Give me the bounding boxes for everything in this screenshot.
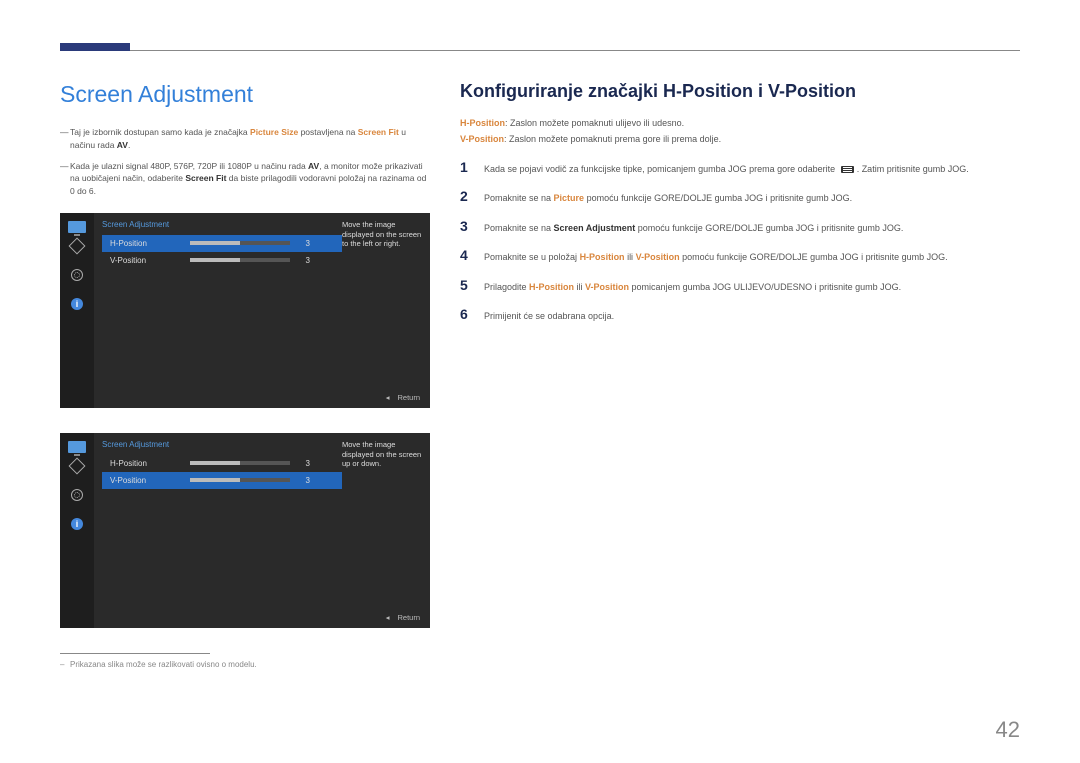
section-title: Screen Adjustment: [60, 81, 430, 108]
step-1: 1 Kada se pojavi vodič za funkcijske tip…: [460, 159, 1020, 177]
step-6: 6 Primijenit će se odabrana opcija.: [460, 306, 1020, 324]
note-2: Kada je ulazni signal 480P, 576P, 720P i…: [60, 160, 430, 198]
right-column: Konfiguriranje značajki H-Position i V-P…: [460, 81, 1020, 669]
gear-icon: [66, 267, 88, 283]
slider-bar: [190, 461, 290, 465]
osd-tooltip: Move the image displayed on the screen t…: [342, 220, 422, 249]
definition-v-position: V-Position: Zaslon možete pomaknuti prem…: [460, 132, 1020, 146]
footnote: Prikazana slika može se razlikovati ovis…: [60, 660, 430, 669]
osd-sidebar: i: [60, 433, 94, 628]
note-1: Taj je izbornik dostupan samo kada je zn…: [60, 126, 430, 152]
definition-h-position: H-Position: Zaslon možete pomaknuti ulij…: [460, 116, 1020, 130]
menu-icon: [841, 166, 854, 173]
slider-bar: [190, 258, 290, 262]
osd-return[interactable]: Return: [386, 393, 420, 402]
info-icon: i: [66, 516, 88, 532]
osd-panel-v-position: i Screen Adjustment H-Position 3 V-Posit…: [60, 433, 430, 628]
subsection-title: Konfiguriranje značajki H-Position i V-P…: [460, 81, 1020, 102]
monitor-icon: [66, 439, 88, 455]
osd-panel-h-position: i Screen Adjustment H-Position 3 V-Posit…: [60, 213, 430, 408]
slider-bar: [190, 478, 290, 482]
info-icon: i: [66, 296, 88, 312]
osd-tooltip: Move the image displayed on the screen u…: [342, 440, 422, 469]
gear-icon: [66, 487, 88, 503]
ring-icon: [66, 238, 88, 254]
left-column: Screen Adjustment Taj je izbornik dostup…: [60, 81, 430, 669]
footnote-divider: [60, 653, 210, 654]
step-5: 5 Prilagodite H-Position ili V-Position …: [460, 277, 1020, 295]
osd-return[interactable]: Return: [386, 613, 420, 622]
steps-list: 1 Kada se pojavi vodič za funkcijske tip…: [460, 159, 1020, 324]
page-header: [60, 50, 1020, 51]
slider-bar: [190, 241, 290, 245]
osd-row-v-position[interactable]: V-Position 3: [102, 252, 342, 269]
osd-row-v-position[interactable]: V-Position 3: [102, 472, 342, 489]
osd-row-h-position[interactable]: H-Position 3: [102, 455, 342, 472]
step-3: 3 Pomaknite se na Screen Adjustment pomo…: [460, 218, 1020, 236]
osd-row-h-position[interactable]: H-Position 3: [102, 235, 342, 252]
monitor-icon: [66, 219, 88, 235]
page-number: 42: [996, 717, 1020, 743]
ring-icon: [66, 458, 88, 474]
step-2: 2 Pomaknite se na Picture pomoću funkcij…: [460, 188, 1020, 206]
step-4: 4 Pomaknite se u položaj H-Position ili …: [460, 247, 1020, 265]
osd-sidebar: i: [60, 213, 94, 408]
